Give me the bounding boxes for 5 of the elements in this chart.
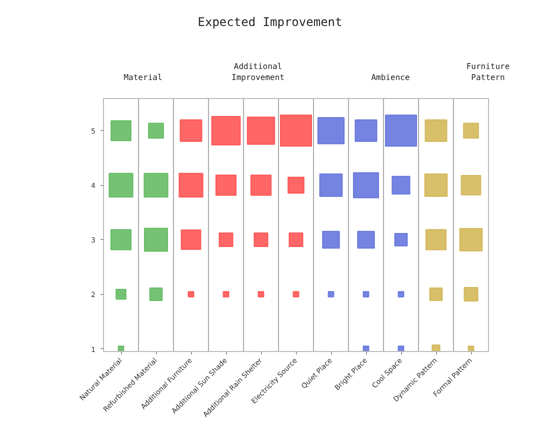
text: Additional Improvement bbox=[232, 60, 284, 83]
text: Ambience bbox=[371, 72, 410, 83]
text: Material bbox=[124, 72, 162, 83]
chart-title: Expected Improvement bbox=[198, 14, 342, 31]
text: Furniture Pattern bbox=[466, 60, 510, 83]
